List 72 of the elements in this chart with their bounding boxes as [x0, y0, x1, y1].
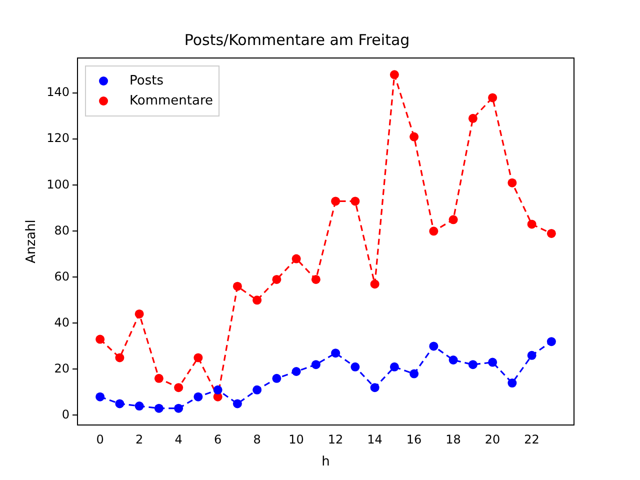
point [448, 215, 458, 224]
point [194, 392, 203, 402]
point [311, 360, 320, 370]
legend-label: Posts [130, 73, 164, 88]
point [488, 93, 498, 102]
point [390, 70, 399, 80]
point [232, 282, 242, 291]
point [154, 374, 164, 383]
x-tick-label: 16 [406, 432, 422, 446]
point [134, 309, 144, 318]
point [370, 383, 380, 392]
point [468, 360, 478, 370]
point [174, 383, 184, 392]
point [154, 404, 164, 413]
point [508, 378, 517, 388]
y-tick-label: 80 [54, 223, 70, 238]
x-tick-label: 4 [174, 432, 182, 446]
point [331, 348, 340, 358]
point [134, 402, 144, 411]
y-axis-title: Anzahl [24, 220, 40, 264]
x-tick-label: 10 [288, 432, 304, 446]
point [292, 367, 301, 376]
x-tick-label: 20 [484, 432, 500, 446]
x-tick-label: 14 [367, 432, 382, 446]
point [370, 280, 380, 289]
point [213, 385, 222, 394]
legend-label: Kommentare [130, 93, 214, 108]
point [331, 196, 340, 206]
x-tick-label: 8 [253, 432, 261, 446]
y-tick-label: 40 [54, 315, 70, 330]
y-tick-label: 100 [46, 177, 70, 192]
point [429, 226, 438, 236]
point [232, 399, 242, 408]
point [527, 350, 536, 360]
y-tick-label: 120 [46, 131, 70, 146]
x-tick-label: 18 [446, 432, 461, 446]
point [410, 132, 419, 142]
x-tick-label: 0 [96, 432, 104, 446]
point [194, 353, 203, 362]
point [410, 369, 419, 378]
point [527, 220, 536, 229]
point [350, 362, 360, 372]
y-tick-label: 20 [54, 361, 70, 376]
point [252, 296, 262, 305]
point [292, 254, 301, 264]
x-tick-label: 22 [524, 432, 540, 446]
point [174, 404, 184, 413]
x-tick-label: 2 [136, 432, 144, 446]
point [272, 374, 282, 383]
point [272, 274, 282, 284]
point [429, 342, 438, 351]
point [508, 178, 517, 188]
x-tick-label: 12 [328, 432, 344, 446]
point [350, 196, 360, 206]
point [96, 392, 105, 402]
point [115, 399, 124, 408]
point [96, 334, 105, 344]
point [252, 385, 262, 394]
point [390, 362, 399, 372]
y-tick-label: 140 [46, 85, 70, 100]
y-tick-label: 0 [62, 407, 70, 422]
x-tick-label: 6 [214, 432, 222, 446]
point [311, 274, 320, 284]
y-tick-label: 60 [54, 269, 70, 284]
point [488, 358, 498, 367]
chart-title: Posts/Kommentare am Freitag [184, 30, 410, 49]
point [115, 353, 124, 362]
point [468, 114, 478, 123]
point [546, 228, 556, 238]
point [546, 337, 556, 346]
x-axis-title: h [322, 454, 330, 470]
point [448, 356, 458, 364]
